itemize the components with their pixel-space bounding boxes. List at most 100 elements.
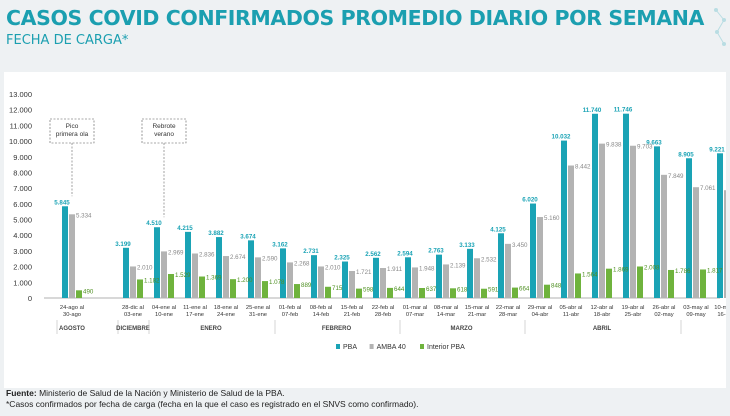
annotation-text: Rebrote	[152, 123, 176, 130]
data-label: 598	[363, 287, 374, 294]
data-label: 1.721	[356, 269, 372, 276]
x-tick-label: 30-ago	[63, 312, 81, 318]
bar-amba-40	[161, 251, 167, 298]
x-tick-label: 14-mar	[437, 312, 455, 318]
legend-label: PBA	[343, 344, 357, 351]
chart-subtitle: FECHA DE CARGA*	[6, 33, 129, 48]
bar-pba	[373, 257, 379, 298]
bar-amba-40	[287, 262, 293, 298]
data-label: 1.948	[419, 265, 435, 272]
bar-amba-40	[724, 190, 730, 298]
data-label: 3.162	[272, 241, 288, 248]
bar-amba-40	[630, 145, 636, 298]
bar-pba	[623, 113, 629, 298]
bar-pba	[248, 240, 254, 298]
x-tick-label: 28-dic al	[122, 305, 144, 311]
bar-pba	[436, 254, 442, 298]
source-label: Fuente:	[6, 388, 37, 398]
bar-amba-40	[192, 253, 198, 298]
bar-amba-40	[69, 214, 75, 298]
legend-swatch	[369, 344, 374, 349]
data-label: 9.703	[637, 144, 653, 151]
bar-amba-40	[349, 270, 355, 298]
bar-interior-pba	[76, 290, 82, 298]
bar-interior-pba	[419, 288, 425, 298]
bar-pba	[185, 231, 191, 298]
x-tick-label: 26-abr al	[653, 305, 676, 311]
x-tick-label: 01-mar al	[403, 305, 427, 311]
data-label: 490	[83, 288, 94, 295]
bar-interior-pba	[137, 279, 143, 298]
bar-pba	[592, 113, 598, 298]
data-label: 3.674	[240, 233, 256, 240]
x-tick-label: 08-mar al	[434, 305, 458, 311]
data-label: 2.325	[334, 255, 350, 262]
y-tick-label: 9.000	[13, 153, 32, 162]
data-label: 9.838	[606, 142, 622, 149]
data-label: 2.532	[481, 256, 497, 263]
data-label: 5.845	[54, 199, 70, 206]
bar-amba-40	[568, 165, 574, 298]
bar-amba-40	[412, 267, 418, 298]
month-label: FEBRERO	[322, 326, 352, 332]
x-tick-label: 28-feb	[375, 312, 391, 318]
month-label: ABRIL	[593, 326, 612, 332]
y-tick-label: 12.000	[9, 106, 32, 115]
x-tick-label: 22-feb al	[372, 305, 395, 311]
bar-amba-40	[223, 256, 229, 298]
data-label: 10.032	[552, 134, 571, 141]
bar-pba	[62, 206, 68, 298]
y-tick-label: 0	[28, 294, 32, 303]
data-label: 637	[426, 286, 437, 293]
data-label: 2.010	[325, 264, 341, 271]
y-tick-label: 7.000	[13, 184, 32, 193]
bar-amba-40	[130, 266, 136, 298]
data-label: 3.199	[115, 241, 131, 248]
legend-label: AMBA 40	[377, 344, 406, 351]
x-tick-label: 14-feb	[313, 312, 329, 318]
bar-pba	[342, 261, 348, 298]
y-tick-label: 8.000	[13, 168, 32, 177]
bar-interior-pba	[387, 287, 393, 298]
data-label: 2.010	[137, 264, 153, 271]
x-tick-label: 07-mar	[406, 312, 424, 318]
bar-amba-40	[537, 217, 543, 298]
source-line: Fuente: Ministerio de Salud de la Nación…	[6, 388, 418, 399]
data-label: 618	[457, 286, 468, 293]
data-label: 5.334	[76, 212, 92, 219]
data-label: 2.008	[644, 264, 660, 271]
data-label: 7.849	[668, 173, 684, 180]
bar-interior-pba	[262, 281, 268, 298]
bar-pba	[467, 248, 473, 298]
data-label: 9.663	[646, 139, 662, 146]
x-tick-label: 24-ago al	[60, 305, 84, 311]
data-label: 3.882	[208, 230, 224, 237]
data-label: 11.740	[583, 107, 602, 114]
legend-swatch	[336, 344, 340, 349]
bar-amba-40	[474, 258, 480, 298]
annotation-box	[141, 118, 187, 144]
data-label: 7.061	[700, 185, 716, 192]
x-tick-label: 21-mar	[468, 312, 486, 318]
x-tick-label: 04-ene al	[152, 305, 176, 311]
data-label: 8.442	[575, 164, 591, 171]
data-label: 2.969	[168, 249, 184, 256]
bar-amba-40	[318, 266, 324, 298]
bar-pba	[154, 227, 160, 298]
x-tick-label: 08-feb al	[310, 305, 333, 311]
bar-pba	[216, 237, 222, 298]
y-tick-label: 5.000	[13, 216, 32, 225]
footnote: *Casos confirmados por fecha de carga (f…	[6, 399, 419, 409]
data-label: 2.562	[365, 251, 381, 258]
bar-pba	[280, 248, 286, 298]
footer: Fuente: Ministerio de Salud de la Nación…	[6, 388, 418, 410]
legend-swatch	[420, 344, 424, 349]
bar-amba-40	[505, 243, 511, 298]
bar-pba	[405, 257, 411, 298]
x-tick-label: 03-ene	[124, 312, 142, 318]
bar-interior-pba	[512, 287, 518, 298]
data-label: 1.182	[144, 277, 160, 284]
annotation-text: Pico	[66, 123, 79, 130]
data-label: 889	[301, 282, 312, 289]
bar-interior-pba	[450, 288, 456, 298]
